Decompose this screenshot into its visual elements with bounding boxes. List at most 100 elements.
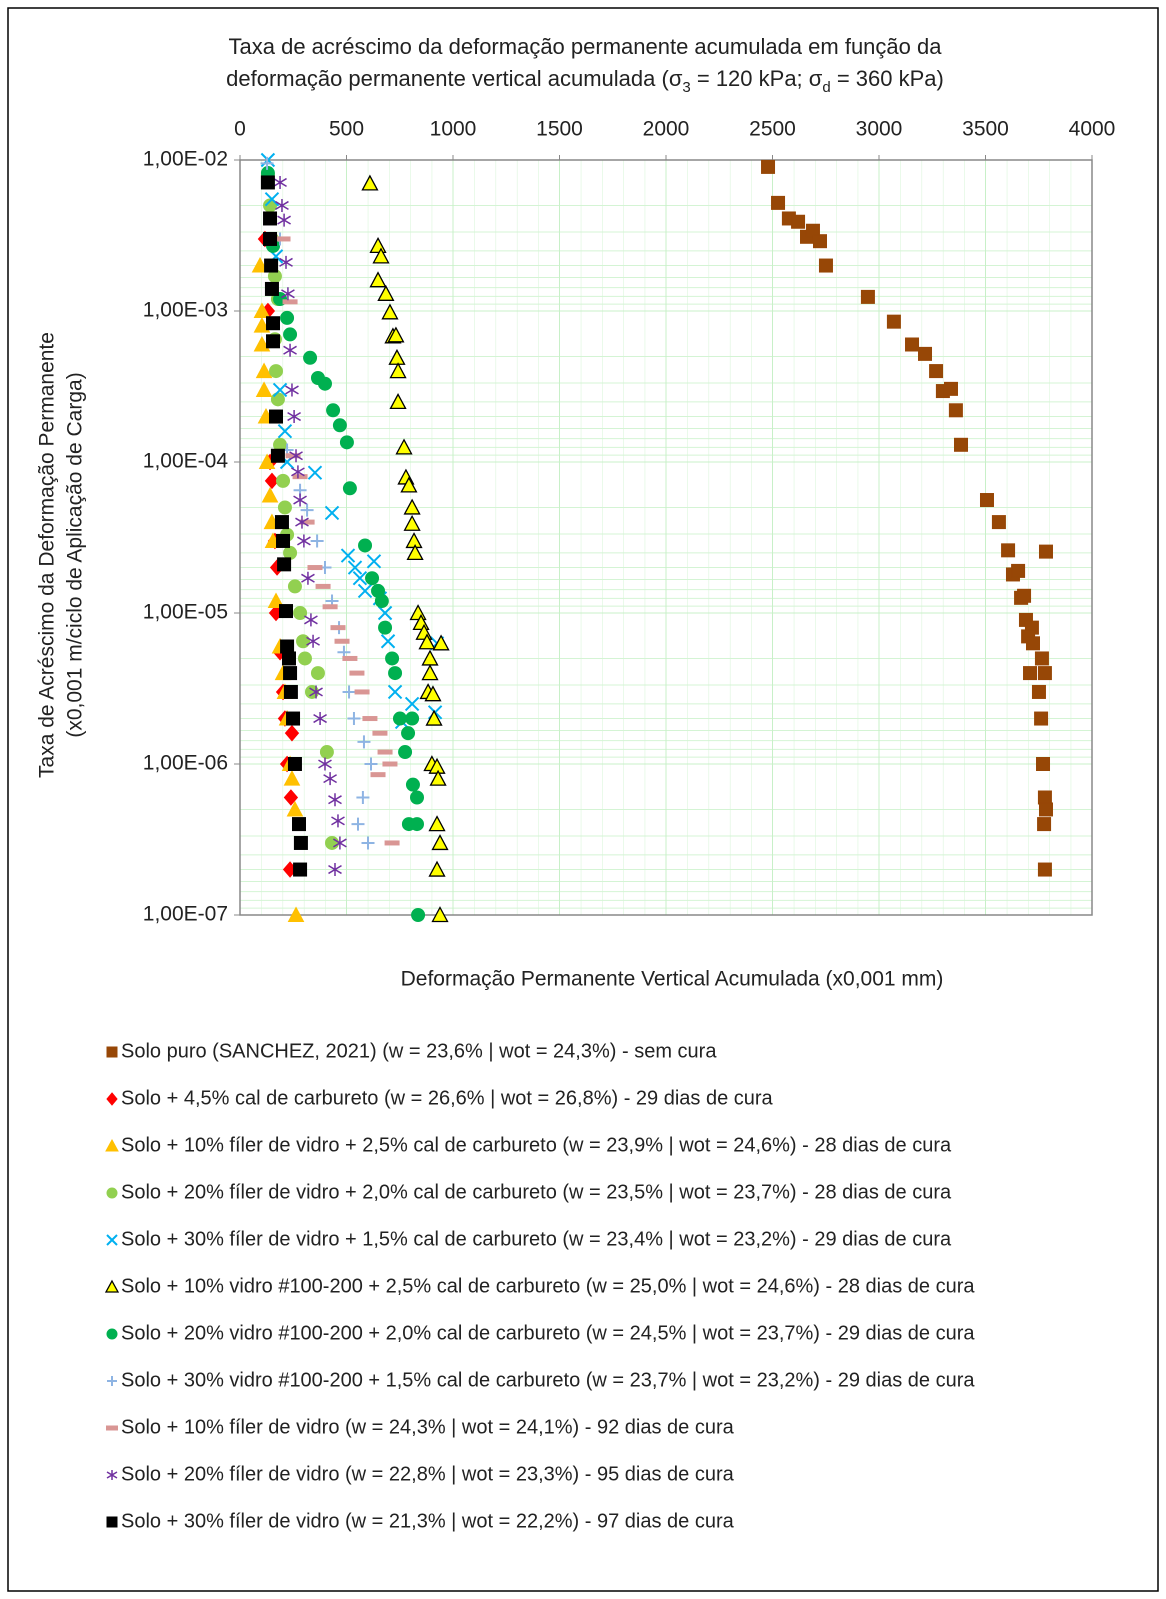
marker — [361, 174, 379, 191]
marker — [292, 474, 308, 480]
x-tick-label: 3500 — [962, 118, 1009, 141]
marker — [324, 505, 340, 521]
marker — [292, 817, 307, 832]
marker — [860, 289, 875, 304]
x-tick-label: 2000 — [643, 118, 690, 141]
marker — [277, 500, 292, 515]
marker — [366, 554, 382, 569]
marker — [384, 840, 400, 846]
marker — [357, 735, 371, 749]
marker — [285, 383, 299, 397]
marker — [323, 772, 337, 786]
marker — [296, 634, 311, 649]
marker — [264, 258, 279, 273]
marker — [332, 418, 347, 433]
marker — [428, 860, 446, 877]
marker — [404, 696, 420, 712]
marker — [425, 709, 443, 726]
marker — [334, 638, 350, 644]
marker — [295, 515, 309, 529]
marker — [954, 437, 969, 452]
marker — [918, 346, 933, 361]
marker — [284, 724, 300, 742]
title-part: 3 — [682, 79, 690, 96]
marker — [301, 571, 315, 585]
marker — [387, 684, 403, 700]
marker — [270, 392, 285, 407]
legend-marker — [105, 1138, 119, 1152]
marker — [388, 666, 403, 681]
marker — [281, 287, 295, 301]
marker — [274, 515, 289, 530]
marker — [283, 684, 298, 699]
marker — [266, 316, 281, 331]
marker — [418, 633, 436, 650]
y-axis-label: Taxa de Acréscimo da Deformação Permanen… — [36, 332, 59, 778]
marker — [283, 789, 299, 806]
marker — [277, 557, 292, 572]
y-tick-label: 1,00E-03 — [143, 299, 228, 322]
marker — [310, 534, 324, 548]
marker — [281, 651, 296, 666]
x-tick-label: 3000 — [856, 118, 903, 141]
marker — [352, 570, 368, 586]
marker — [331, 814, 345, 828]
marker — [387, 326, 405, 343]
marker — [275, 198, 289, 212]
marker — [339, 435, 354, 450]
y-axis-label: (x0,001 m/ciclo de Aplicação de Carga) — [64, 372, 87, 737]
y-tick-label: 1,00E-04 — [143, 450, 229, 473]
marker — [1036, 757, 1051, 771]
legend-marker — [106, 1046, 118, 1058]
marker — [313, 712, 327, 726]
marker — [370, 772, 386, 778]
marker — [333, 836, 347, 850]
marker — [253, 335, 271, 352]
marker — [322, 604, 338, 610]
x-tick-label: 500 — [329, 118, 364, 141]
marker — [886, 314, 901, 329]
marker — [377, 284, 395, 301]
marker — [264, 472, 280, 490]
marker — [304, 684, 319, 699]
marker — [365, 571, 380, 586]
marker — [349, 670, 365, 676]
marker — [304, 613, 318, 627]
marker — [362, 716, 378, 722]
marker — [264, 191, 280, 207]
marker — [364, 757, 378, 771]
marker — [905, 337, 920, 352]
marker — [398, 745, 413, 760]
marker — [356, 790, 370, 804]
marker — [306, 634, 320, 648]
marker — [381, 303, 399, 320]
marker — [410, 790, 425, 805]
x-tick-label: 0 — [234, 118, 246, 141]
marker — [431, 906, 449, 923]
series — [260, 152, 445, 730]
marker — [948, 403, 963, 418]
marker — [297, 534, 311, 548]
legend-marker — [106, 1425, 118, 1431]
marker — [287, 410, 301, 424]
marker — [369, 271, 387, 288]
marker — [991, 515, 1006, 530]
marker — [1038, 544, 1053, 559]
marker — [261, 486, 279, 503]
legend-label: Solo + 30% vidro #100-200 + 1,5% cal de … — [121, 1369, 975, 1391]
marker — [1034, 651, 1049, 666]
y-tick-label: 1,00E-02 — [143, 148, 228, 171]
marker — [287, 579, 302, 594]
marker — [342, 481, 357, 496]
marker — [1031, 684, 1046, 699]
marker — [372, 247, 390, 264]
legend-marker — [106, 1234, 118, 1246]
marker — [421, 664, 439, 681]
title-part: = 360 kPa) — [831, 66, 944, 91]
legend-label: Solo + 20% fíler de vidro + 2,0% cal de … — [121, 1181, 952, 1203]
marker — [1034, 711, 1049, 726]
marker — [325, 835, 340, 850]
legend-label: Solo + 4,5% cal de carbureto (w = 26,6% … — [121, 1087, 774, 1109]
series — [260, 175, 308, 877]
